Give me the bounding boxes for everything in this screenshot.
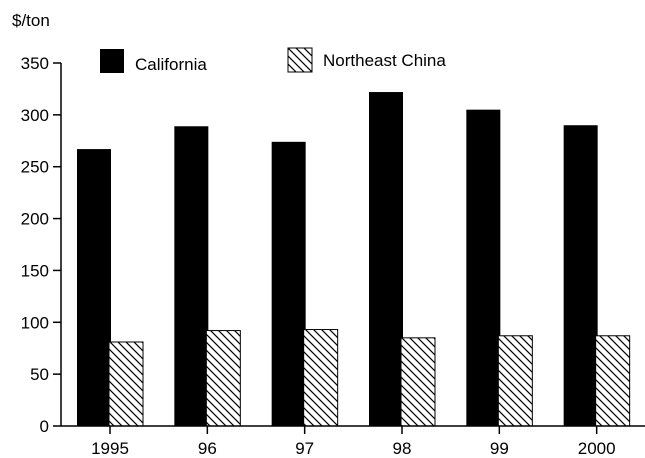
bar-northeast-china-1995	[108, 341, 144, 427]
x-tick-label: 97	[295, 439, 314, 458]
x-tick-label: 2000	[578, 439, 616, 458]
bar-northeast-china-99	[497, 335, 533, 427]
bar-california-97	[271, 141, 306, 426]
x-tick-label: 1995	[91, 439, 129, 458]
x-tick-label: 99	[490, 439, 509, 458]
bar-california-1995	[77, 149, 111, 426]
bars	[77, 92, 631, 427]
x-axis-ticks: 1995 96 97 98 99 2000	[91, 426, 616, 458]
legend-swatch-california	[100, 49, 124, 73]
bar-northeast-china-2000	[595, 335, 631, 427]
y-tick-label: 100	[21, 313, 49, 332]
y-tick-label: 50	[30, 365, 49, 384]
y-axis-ticks: 0 50 100 150 200 250 300 350	[21, 54, 61, 436]
x-tick-label: 96	[198, 439, 217, 458]
legend-label-northeast-china: Northeast China	[323, 51, 446, 70]
bar-california-99	[466, 109, 501, 427]
y-tick-label: 0	[40, 417, 49, 436]
bar-northeast-china-96	[205, 330, 241, 427]
y-axis-unit-label: $/ton	[12, 11, 50, 30]
x-tick-label: 98	[393, 439, 412, 458]
legend-swatch-northeast-china	[287, 47, 313, 73]
bar-northeast-china-97	[303, 329, 339, 427]
y-tick-label: 250	[21, 158, 49, 177]
y-tick-label: 300	[21, 106, 49, 125]
y-tick-label: 350	[21, 54, 49, 73]
bar-northeast-china-98	[400, 337, 436, 427]
bar-california-2000	[563, 125, 598, 426]
y-tick-label: 150	[21, 261, 49, 280]
legend: California Northeast China	[100, 47, 446, 74]
y-tick-label: 200	[21, 210, 49, 229]
bar-california-96	[174, 126, 209, 426]
bar-california-98	[369, 92, 403, 426]
legend-label-california: California	[135, 55, 207, 74]
